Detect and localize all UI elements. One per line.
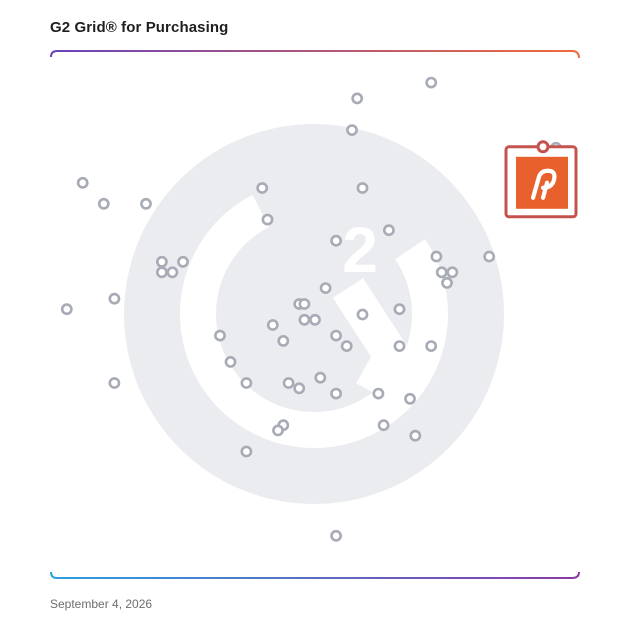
data-point[interactable] (393, 340, 406, 352)
data-point[interactable] (425, 340, 438, 352)
product-logo-icon (516, 156, 568, 209)
data-point[interactable] (277, 334, 290, 347)
data-point[interactable] (319, 282, 332, 294)
highlight-point[interactable] (536, 140, 550, 154)
data-point[interactable] (330, 329, 342, 342)
data-point[interactable] (404, 392, 416, 405)
data-point[interactable] (108, 292, 121, 305)
data-point[interactable] (60, 303, 73, 316)
data-point[interactable] (330, 529, 342, 542)
data-point[interactable] (108, 377, 121, 389)
data-points (60, 76, 496, 542)
data-point[interactable] (377, 419, 390, 432)
data-point[interactable] (155, 255, 168, 268)
report-date: September 4, 2026 (50, 597, 153, 611)
data-point[interactable] (356, 308, 369, 321)
data-point[interactable] (425, 76, 438, 89)
highlighted-product[interactable] (504, 140, 578, 219)
data-point[interactable] (314, 371, 327, 384)
data-point[interactable] (351, 92, 364, 105)
data-point[interactable] (256, 182, 269, 194)
data-point[interactable] (266, 319, 279, 331)
data-point[interactable] (409, 429, 422, 442)
data-point[interactable] (240, 377, 253, 389)
data-point[interactable] (224, 355, 237, 368)
data-point[interactable] (240, 445, 253, 458)
data-point[interactable] (261, 213, 274, 226)
data-point[interactable] (330, 234, 342, 247)
data-point[interactable] (340, 340, 353, 352)
data-point[interactable] (435, 266, 448, 279)
data-point[interactable] (282, 377, 295, 389)
data-point[interactable] (430, 250, 443, 263)
data-point[interactable] (393, 303, 406, 316)
data-point[interactable] (272, 424, 284, 437)
data-point[interactable] (298, 298, 311, 310)
data-point[interactable] (346, 124, 358, 137)
data-point[interactable] (166, 266, 179, 279)
data-point[interactable] (382, 224, 395, 237)
svg-text:2: 2 (342, 214, 378, 286)
data-point[interactable] (309, 313, 321, 326)
data-point[interactable] (140, 197, 152, 210)
data-point[interactable] (372, 387, 385, 400)
data-point[interactable] (330, 387, 342, 400)
data-point[interactable] (155, 266, 168, 279)
data-point[interactable] (293, 382, 306, 395)
chart-title: G2 Grid® for Purchasing (50, 19, 229, 36)
data-point[interactable] (97, 197, 110, 210)
data-point[interactable] (441, 276, 453, 289)
data-point[interactable] (76, 176, 89, 189)
data-point[interactable] (214, 329, 226, 342)
data-point[interactable] (446, 266, 459, 279)
data-point[interactable] (298, 313, 311, 326)
data-point[interactable] (177, 255, 189, 268)
data-point[interactable] (483, 250, 496, 263)
data-point[interactable] (356, 182, 369, 194)
